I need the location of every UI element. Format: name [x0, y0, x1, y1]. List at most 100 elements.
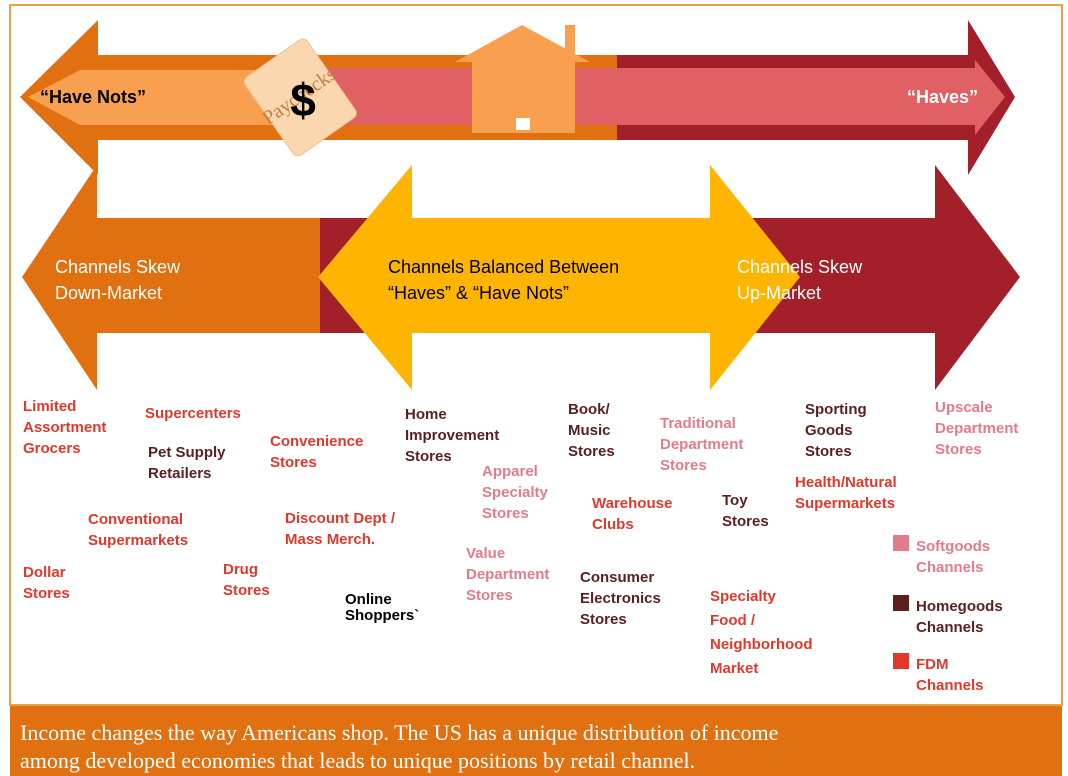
channel-label-line: Stores — [466, 587, 513, 604]
channel-label: Value Department Stores — [466, 545, 549, 604]
channel-label-line: Warehouse — [592, 495, 672, 512]
caption-line: Income changes the way Americans shop. T… — [20, 720, 778, 745]
channel-label: Health/Natural Supermarkets — [795, 474, 897, 512]
haves-label: “Haves” — [907, 87, 978, 107]
legend-label: Homegoods Channels — [916, 598, 1003, 636]
channel-label-line: Stores — [23, 585, 70, 602]
channel-label-line: Pet Supply — [148, 444, 226, 461]
legend-label: FDM Channels — [916, 656, 984, 694]
channel-label-line: Supermarkets — [795, 495, 895, 512]
channel-label-line: Convenience — [270, 433, 363, 450]
channel-label-line: Department — [466, 566, 549, 583]
channel-label-line: Home — [405, 406, 447, 423]
arrow-label-line: Channels Skew — [737, 257, 863, 277]
channel-label-line: Stores — [805, 443, 852, 460]
channel-label: Drug Stores — [223, 561, 270, 599]
channel-label-line: Supercenters — [145, 405, 241, 422]
channel-label: Book/Music Stores — [568, 401, 615, 460]
legend-label-line: Homegoods — [916, 598, 1003, 615]
channel-label-line: Supermarkets — [88, 532, 188, 549]
arrow-label: Channels Skew Down-Market — [55, 257, 181, 303]
balanced-arrow — [318, 165, 800, 390]
legend-swatch — [893, 595, 909, 611]
channel-label-line: Mass Merch. — [285, 531, 375, 548]
channel-label: Limited Assortment Grocers — [23, 398, 106, 457]
channel-label: Pet Supply Retailers — [148, 444, 226, 482]
channel-label-line: Stores — [722, 513, 769, 530]
paycheck: Paychecks — [243, 38, 357, 157]
arrow-label: Channels Skew Up-Market — [737, 257, 863, 303]
channel-label-line: Clubs — [592, 516, 634, 533]
channel-label-line: Value — [466, 545, 505, 562]
arrow-label-line: Up-Market — [737, 283, 821, 303]
down-market-arrow — [22, 165, 320, 390]
channel-label-line: Stores — [935, 441, 982, 458]
channel-label-line: Department — [935, 420, 1018, 437]
channel-label: Upscale Department Stores — [935, 399, 1018, 458]
dollar-sign: $ — [290, 74, 316, 126]
channel-label-line: Book/ — [568, 401, 611, 418]
channel-label: Dollar Stores — [23, 564, 70, 602]
caption-band — [10, 706, 1062, 776]
haves-bar — [300, 60, 1005, 135]
channel-label-line: Upscale — [935, 399, 993, 416]
channel-label-line: Music — [568, 422, 611, 439]
channel-label-line: Toy — [722, 492, 748, 509]
channel-label: Convenience Stores — [270, 433, 363, 471]
legend-label: Softgoods Channels — [916, 538, 990, 576]
arrow-label-line: Down-Market — [55, 283, 162, 303]
legend-label-line: Channels — [916, 677, 984, 694]
channel-label-line: Improvement — [405, 427, 499, 444]
channel-label-line: Stores — [568, 443, 615, 460]
channel-label: Discount Dept / Mass Merch. — [285, 510, 396, 548]
arrow-label-line: Channels Balanced Between — [388, 257, 619, 277]
channel-label: Online Shoppers` — [345, 591, 419, 624]
channel-label-line: Stores — [660, 457, 707, 474]
channel-label: Sporting Goods Stores — [805, 401, 867, 460]
house-chimney — [565, 25, 575, 53]
channel-label-line: Traditional — [660, 415, 736, 432]
arrow-label: Channels Balanced Between “Haves” & “Have… — [388, 257, 619, 303]
channel-label-line: Stores — [482, 505, 529, 522]
house-door — [516, 118, 530, 130]
channel-label-line: Assortment — [23, 419, 106, 436]
channel-label-line: Goods — [805, 422, 853, 439]
arrow-label-line: Channels Skew — [55, 257, 181, 277]
channel-label-line: Sporting — [805, 401, 867, 418]
channel-label-line: Conventional — [88, 511, 183, 528]
channel-label-line: Apparel — [482, 463, 538, 480]
house-roof — [455, 25, 590, 62]
legend-label-line: Softgoods — [916, 538, 990, 555]
channel-label-line: Health/Natural — [795, 474, 897, 491]
channel-label-line: Online — [345, 591, 392, 608]
channel-label-line: Neighborhood — [710, 636, 812, 653]
channel-label-line: Limited — [23, 398, 76, 415]
channel-label: Apparel Specialty Stores — [482, 463, 549, 522]
channel-label-line: Drug — [223, 561, 258, 578]
channel-label-line: Stores — [223, 582, 270, 599]
channel-label: Home Improvement Stores — [405, 406, 499, 465]
channel-label: Warehouse Clubs — [592, 495, 672, 533]
legend-label-line: Channels — [916, 559, 984, 576]
channel-label-line: Discount Dept / — [285, 510, 396, 527]
channel-label-line: Stores — [405, 448, 452, 465]
channel-label: Conventional Supermarkets — [88, 511, 188, 549]
channel-label-line: Stores — [270, 454, 317, 471]
channel-label: Consumer Electronics Stores — [580, 569, 661, 628]
channel-label-line: Electronics — [580, 590, 661, 607]
channel-label: Traditional Department Stores — [660, 415, 743, 474]
channel-label-line: Market — [710, 660, 758, 677]
channel-label: Supercenters — [145, 405, 241, 422]
channel-label-line: Grocers — [23, 440, 81, 457]
paycheck-card — [243, 38, 357, 157]
legend-swatch — [893, 653, 909, 669]
channel-label: Specialty Food / Neighborhood Market — [710, 588, 812, 677]
channel-label: Toy Stores — [722, 492, 769, 530]
channel-label-line: Shoppers` — [345, 607, 419, 624]
channel-label-line: Specialty — [482, 484, 549, 501]
legend-label-line: Channels — [916, 619, 984, 636]
have-nots-label: “Have Nots” — [40, 87, 146, 107]
arrow-label-line: “Haves” & “Have Nots” — [388, 283, 569, 303]
